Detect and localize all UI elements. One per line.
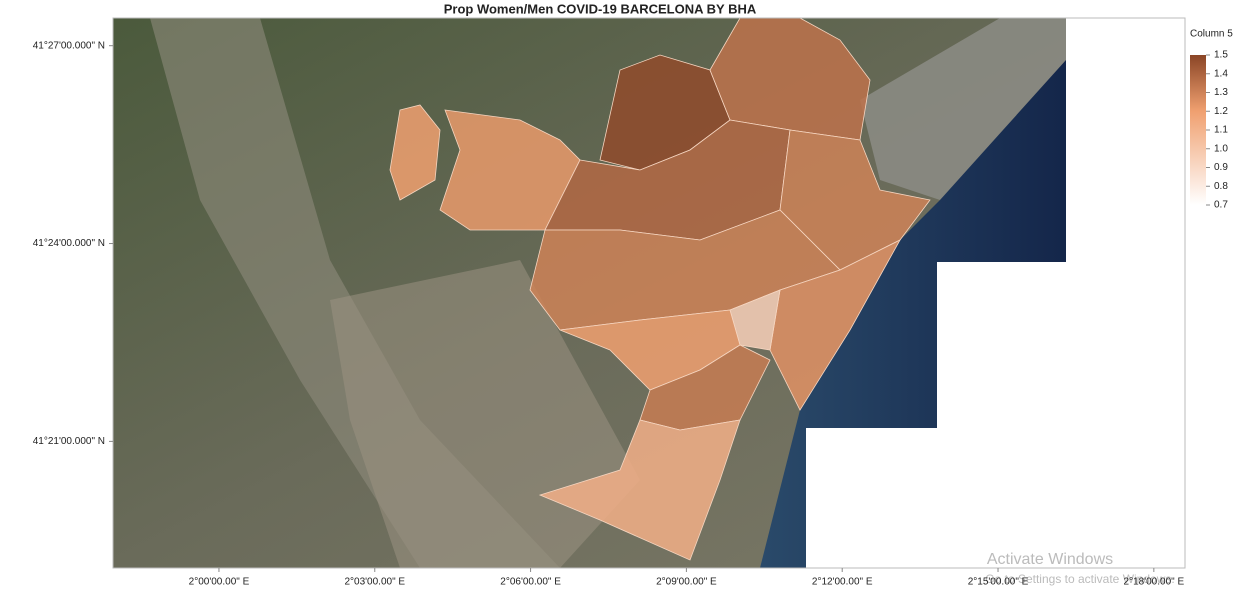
y-tick-label: 41°24'00.000" N bbox=[33, 238, 105, 249]
legend-tick-label: 1.0 bbox=[1214, 143, 1228, 154]
watermark-heading: Activate Windows bbox=[987, 551, 1113, 568]
sea bbox=[760, 60, 1066, 568]
regions bbox=[389, 18, 931, 561]
watermark-text: Go to Settings to activate Windows. bbox=[985, 572, 1174, 586]
x-tick-label: 2°18'00.00" E bbox=[1124, 577, 1185, 588]
legend-tick-label: 1.4 bbox=[1214, 68, 1228, 79]
y-tick-label: 41°27'00.000" N bbox=[33, 40, 105, 51]
x-tick-label: 2°15'00.00" E bbox=[968, 577, 1029, 588]
x-tick-label: 2°00'00.00" E bbox=[189, 577, 250, 588]
urban-area bbox=[150, 18, 560, 568]
legend-tick-label: 1.1 bbox=[1214, 125, 1228, 136]
x-tick-label: 2°12'00.00" E bbox=[812, 577, 873, 588]
region bbox=[389, 104, 441, 201]
legend-tick-label: 1.2 bbox=[1214, 106, 1228, 117]
x-tick-label: 2°06'00.00" E bbox=[500, 577, 561, 588]
legend-tick-label: 1.3 bbox=[1214, 87, 1228, 98]
legend-colorbar bbox=[1190, 55, 1206, 205]
legend-tick-label: 0.8 bbox=[1214, 181, 1228, 192]
legend-title: Column 5 bbox=[1190, 29, 1233, 40]
y-tick-label: 41°21'00.000" N bbox=[33, 436, 105, 447]
region bbox=[538, 419, 741, 561]
x-tick-label: 2°09'00.00" E bbox=[656, 577, 717, 588]
urban-area bbox=[860, 18, 1066, 200]
plot-frame bbox=[112, 17, 1186, 569]
x-tick-label: 2°03'00.00" E bbox=[344, 577, 405, 588]
legend-tick-label: 0.7 bbox=[1214, 200, 1228, 211]
legend-tick-label: 1.5 bbox=[1214, 50, 1228, 61]
legend-tick-label: 0.9 bbox=[1214, 162, 1228, 173]
no-data-area bbox=[806, 18, 1185, 568]
chart-title: Prop Women/Men COVID-19 BARCELONA BY BHA bbox=[444, 1, 757, 16]
